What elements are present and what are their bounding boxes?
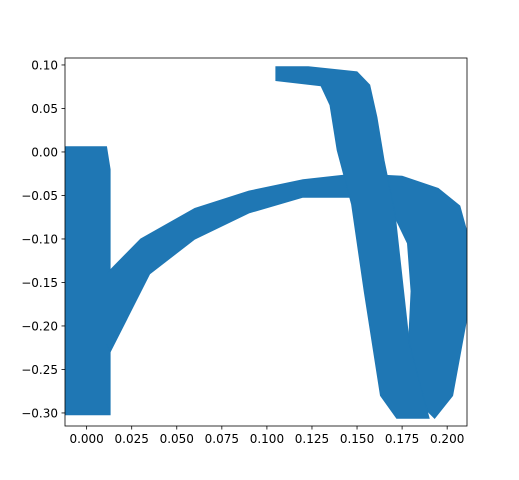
y-axis: 0.10 0.05 0.00 −0.05 −0.10 −0.15 −0.20 −0.25 −0.… — [21, 58, 65, 420]
x-tick-label: 0.150 — [340, 432, 374, 446]
y-tick-label: −0.20 — [21, 319, 58, 333]
x-tick-label: 0.075 — [205, 432, 239, 446]
x-axis: 0.000 0.025 0.050 0.075 0.100 0.125 0.150 0.175… — [69, 426, 464, 446]
plot-frame — [64, 57, 468, 427]
y-tick-label: −0.25 — [21, 363, 58, 377]
y-tick-label: 0.00 — [31, 145, 58, 159]
y-tick-label: −0.05 — [21, 189, 58, 203]
band-diagonal-band — [275, 66, 430, 419]
x-tick-label: 0.050 — [160, 432, 194, 446]
y-tick-label: 0.10 — [31, 58, 58, 72]
x-tick-label: 0.000 — [69, 432, 103, 446]
band-left-vertical-band — [65, 146, 111, 416]
y-tick-label: 0.05 — [31, 102, 58, 116]
data-layer — [65, 66, 467, 419]
x-tick-label: 0.200 — [430, 432, 464, 446]
x-tick-label: 0.100 — [250, 432, 284, 446]
x-tick-label: 0.125 — [295, 432, 329, 446]
y-tick-label: −0.10 — [21, 232, 58, 246]
x-tick-label: 0.175 — [385, 432, 419, 446]
x-tick-label: 0.025 — [115, 432, 149, 446]
y-tick-label: −0.15 — [21, 276, 58, 290]
y-tick-label: −0.30 — [21, 406, 58, 420]
